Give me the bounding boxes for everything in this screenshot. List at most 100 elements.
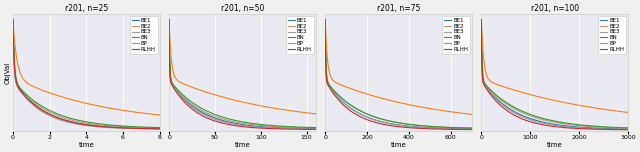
BE2 [312,127,319,129]
Line: BP: BP [13,19,159,115]
BN [156,127,163,128]
BE2 [266,125,274,127]
BP [477,19,485,20]
BP [436,109,444,111]
BE1 [337,98,344,100]
RLHH [110,126,118,128]
Line: BE3: BE3 [325,19,472,129]
BE1 [537,121,545,123]
BE1 [468,128,476,130]
Line: BE3: BE3 [481,19,628,129]
Title: r201, n=100: r201, n=100 [531,4,579,13]
Line: BE1: BE1 [325,19,472,129]
BE1 [422,127,430,128]
BE1 [180,98,188,100]
BE3 [492,98,500,100]
BE3 [110,127,118,129]
Line: BE2: BE2 [169,19,316,128]
BE3 [9,19,17,20]
BE3 [74,123,81,125]
Title: r201, n=75: r201, n=75 [377,4,420,13]
BE2 [321,19,329,20]
RLHH [280,128,287,130]
BE3 [337,99,344,100]
RLHH [321,19,329,20]
X-axis label: time: time [79,142,94,148]
RLHH [537,123,545,125]
RLHH [282,128,290,130]
Line: BN: BN [481,19,628,128]
BP [110,108,118,110]
BE3 [386,123,394,125]
BP [438,110,446,111]
BE3 [422,127,430,129]
BN [492,94,500,96]
BE1 [280,127,287,129]
RLHH [592,128,600,130]
X-axis label: time: time [234,142,250,148]
BN [68,118,76,120]
BE2 [230,121,237,123]
BE3 [468,128,476,130]
BN [180,95,188,97]
RLHH [381,124,388,125]
BE3 [381,122,388,124]
BP [468,114,476,115]
BE1 [321,19,329,20]
BE3 [578,127,586,129]
BE2 [624,127,632,129]
Line: BE3: BE3 [169,19,316,129]
BE3 [542,123,550,125]
BE2 [180,97,188,98]
BN [225,118,232,120]
BE2 [225,120,232,121]
BP [280,109,287,111]
Line: BN: BN [13,19,159,128]
Line: BE1: BE1 [481,19,628,129]
RLHH [477,19,485,20]
BE1 [9,19,17,20]
BP [422,107,430,109]
BE2 [537,118,545,120]
BP [386,99,394,101]
BE3 [24,99,32,101]
BP [126,111,134,112]
BE2 [468,127,476,129]
BN [438,126,446,128]
Line: RLHH: RLHH [13,19,159,129]
BE1 [381,122,388,123]
BP [165,19,173,20]
BE3 [438,128,446,129]
BN [337,96,344,98]
BE3 [436,128,444,129]
BP [156,114,163,116]
BN [436,126,444,128]
BE2 [578,125,586,127]
BP [624,112,632,113]
RLHH [230,124,237,126]
BE3 [156,128,163,130]
RLHH [165,19,173,20]
RLHH [492,100,500,102]
BE1 [492,97,500,99]
Title: r201, n=50: r201, n=50 [221,4,264,13]
BE1 [24,98,32,100]
Title: r201, n=25: r201, n=25 [65,4,108,13]
BE2 [386,120,394,122]
BE3 [165,19,173,20]
Legend: BE1, BE2, BE3, BN, BP, RLHH: BE1, BE2, BE3, BN, BP, RLHH [130,16,158,54]
BE1 [595,127,602,129]
BE2 [422,125,430,127]
BE1 [477,19,485,20]
BN [230,119,237,121]
RLHH [438,128,446,130]
BE3 [124,128,131,129]
BE2 [492,95,500,97]
BP [74,100,81,102]
BP [337,84,344,85]
BE1 [542,122,550,124]
BE3 [321,19,329,20]
BP [312,113,319,115]
BN [280,125,287,127]
BE1 [225,121,232,123]
